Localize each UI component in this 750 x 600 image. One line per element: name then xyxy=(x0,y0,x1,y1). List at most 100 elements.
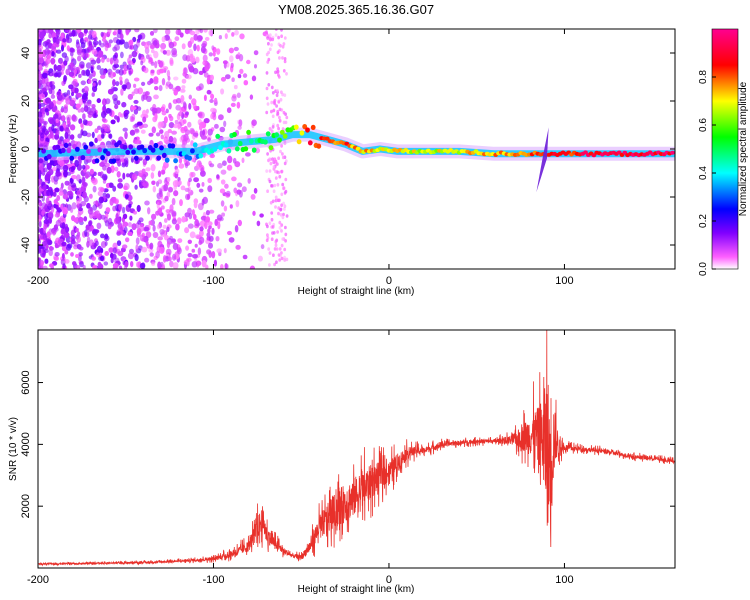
spectrogram-cell xyxy=(126,173,130,178)
spectrogram-cell xyxy=(75,254,80,258)
spectrogram-cell xyxy=(161,205,165,210)
spectrogram-cell xyxy=(97,125,102,130)
spectrogram-cell xyxy=(266,152,269,156)
spectrogram-cell xyxy=(168,135,174,143)
spectrogram-cell xyxy=(154,60,158,69)
colorbar-ticks: 0.0 0.2 0.4 0.6 0.8 xyxy=(698,70,716,276)
spectrogram-cell xyxy=(51,124,55,132)
spectrogram-cell xyxy=(282,110,286,115)
spectrogram-cell xyxy=(169,235,173,241)
x-tick-label: -100 xyxy=(202,275,224,287)
spectrogram-cell xyxy=(93,42,97,48)
spectrogram-cell xyxy=(121,101,127,108)
spectrogram-cell xyxy=(157,179,163,185)
ridge-cell xyxy=(100,155,105,161)
spectrogram-cell xyxy=(53,64,57,71)
spectrogram-cell xyxy=(101,134,105,139)
snr-frame xyxy=(37,329,676,569)
spectrogram-cell xyxy=(150,164,156,172)
y-tick-label: -20 xyxy=(20,189,32,205)
spectrogram-cell xyxy=(156,223,161,230)
spectrogram-cell xyxy=(193,43,197,52)
x-tick-label: -100 xyxy=(202,574,224,586)
spectrogram-cell xyxy=(192,253,198,259)
spectrogram-cell xyxy=(45,58,51,65)
ridge-cell xyxy=(153,142,159,149)
spectrogram-cell xyxy=(152,231,159,239)
spectrogram-cell xyxy=(145,240,149,247)
spectrogram-cell xyxy=(122,221,129,227)
spectrogram-cell xyxy=(119,64,125,70)
spectrogram-cell xyxy=(128,60,134,65)
spectrogram-cell xyxy=(251,119,257,126)
spectrogram-cell xyxy=(249,265,255,269)
spectrogram-cell xyxy=(127,231,133,236)
spectrogram-cell xyxy=(168,113,172,119)
spectrogram-cell xyxy=(196,182,201,188)
spectrogram-cell xyxy=(189,127,195,135)
spectrogram-cell xyxy=(278,118,282,123)
ridge-cell xyxy=(38,147,41,153)
colorbar-tick-label: 0.2 xyxy=(698,214,709,228)
spectrogram-cell xyxy=(151,49,155,54)
ridge-cell xyxy=(190,148,195,154)
spectrogram-cell xyxy=(266,102,270,106)
spectrogram-cell xyxy=(112,262,119,269)
spectrogram-cell xyxy=(272,231,276,235)
spectrogram-cell xyxy=(158,85,163,92)
spectrogram-cell xyxy=(270,184,273,188)
spectrogram-cell xyxy=(228,47,234,54)
spectrogram-cell xyxy=(143,226,150,232)
spectrogram-cell xyxy=(119,79,123,86)
spectrogram-cell xyxy=(80,80,87,86)
spectrogram-cell xyxy=(68,181,71,186)
spectrogram-cell xyxy=(106,183,110,189)
spectrogram-cell xyxy=(178,111,183,117)
spectrogram-cell xyxy=(77,55,82,62)
spectrogram-cell xyxy=(284,225,287,230)
spectrogram-cell xyxy=(271,37,275,42)
spectrogram-cell xyxy=(276,230,279,234)
spectrogram-cell xyxy=(278,247,282,251)
spectrogram-cell xyxy=(195,218,199,224)
ridge-cell xyxy=(139,144,145,150)
spectrogram-cell xyxy=(43,223,48,230)
spectrogram-cell xyxy=(279,149,282,154)
spectrogram-cell xyxy=(150,61,155,66)
spectrogram-cell xyxy=(224,183,229,189)
spectrogram-cell xyxy=(136,121,143,126)
spectrogram-cell xyxy=(136,261,140,268)
spectrogram-cell xyxy=(87,207,94,215)
spectrogram-cell xyxy=(203,118,210,124)
spectrogram-cell xyxy=(241,157,245,164)
spectrogram-cell xyxy=(79,61,85,69)
spectrogram-cell xyxy=(238,119,243,127)
spectrogram-cell xyxy=(94,229,100,234)
spectrogram-cell xyxy=(180,95,185,103)
spectrogram-cell xyxy=(91,48,98,55)
x-tick-label: -200 xyxy=(27,275,49,287)
spectrogram-cell xyxy=(237,74,242,79)
colorbar-label: Normalized spectral amplitude xyxy=(738,81,749,216)
spectrogram-cell xyxy=(201,260,207,268)
spectrogram-cell xyxy=(138,170,144,177)
spectrogram-cell xyxy=(206,89,212,95)
spectrogram-cell xyxy=(44,248,49,253)
spectrogram-cell xyxy=(64,131,69,139)
spectrogram-ridge xyxy=(38,124,675,193)
ridge-cell xyxy=(63,142,69,148)
spectrogram-cell xyxy=(78,118,83,125)
spectrogram-cell xyxy=(61,227,66,235)
spectrogram-cell xyxy=(200,46,206,54)
spectrogram-cell xyxy=(38,246,41,253)
spectrogram-cell xyxy=(62,206,68,215)
spectrogram-cell xyxy=(283,36,287,40)
spectrogram-cell xyxy=(148,132,154,137)
spectrogram-cell xyxy=(83,29,88,34)
spectrogram-cell xyxy=(152,185,156,193)
spectrogram-cell xyxy=(280,192,284,197)
spectrogram-cell xyxy=(173,89,178,96)
spectrogram-cell xyxy=(44,258,49,264)
spectrogram-cell xyxy=(266,233,269,237)
spectrogram-cell xyxy=(76,39,80,45)
